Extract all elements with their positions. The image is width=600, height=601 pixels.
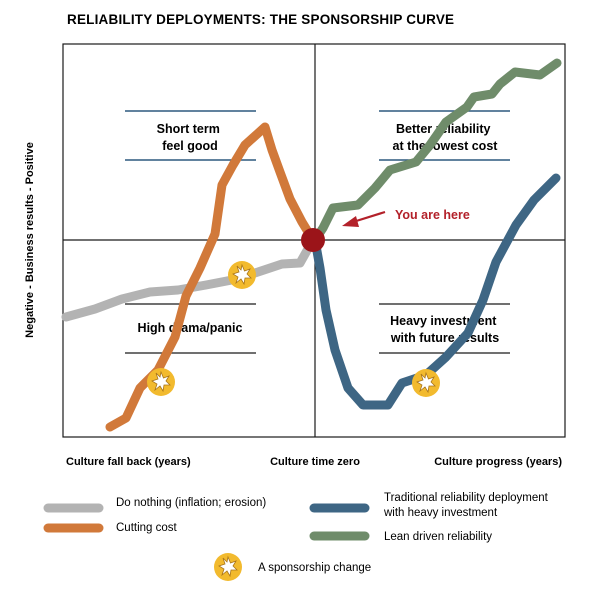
diagram-title: RELIABILITY DEPLOYMENTS: THE SPONSORSHIP…	[67, 12, 454, 27]
x-axis-label-center: Culture time zero	[270, 456, 360, 468]
burst-icon	[228, 261, 256, 289]
legend-label-sponsorship: A sponsorship change	[258, 562, 371, 574]
legend-label-cutting-cost: Cutting cost	[116, 522, 178, 534]
legend: Do nothing (inflation; erosion) Cutting …	[43, 492, 551, 581]
x-axis-label-left: Culture fall back (years)	[66, 456, 191, 468]
burst-icon	[147, 368, 175, 396]
quadrant-label-bottom-left: High drama/panic	[138, 321, 243, 335]
curve-lean	[310, 58, 562, 245]
legend-label-do-nothing: Do nothing (inflation; erosion)	[116, 497, 266, 509]
curve-cutting-cost	[105, 122, 318, 432]
burst-icon	[412, 369, 440, 397]
burst-icon	[214, 553, 242, 581]
quadrant-label-bottom-right: Heavy investment with future results	[390, 314, 500, 345]
x-axis-label-right: Culture progress (years)	[434, 456, 562, 468]
y-axis-label: Negative - Business results - Positive	[24, 142, 36, 338]
quadrant-label-top-left: Short term feel good	[157, 122, 224, 153]
curve-do-nothing	[61, 235, 318, 322]
legend-label-traditional: Traditional reliability deployment with …	[383, 492, 551, 519]
you-are-here-arrowhead	[342, 216, 359, 227]
you-are-here-arrow	[352, 210, 386, 224]
you-are-here-label: You are here	[395, 208, 470, 222]
red-dot-marker	[301, 228, 325, 252]
legend-label-lean: Lean driven reliability	[384, 531, 492, 543]
